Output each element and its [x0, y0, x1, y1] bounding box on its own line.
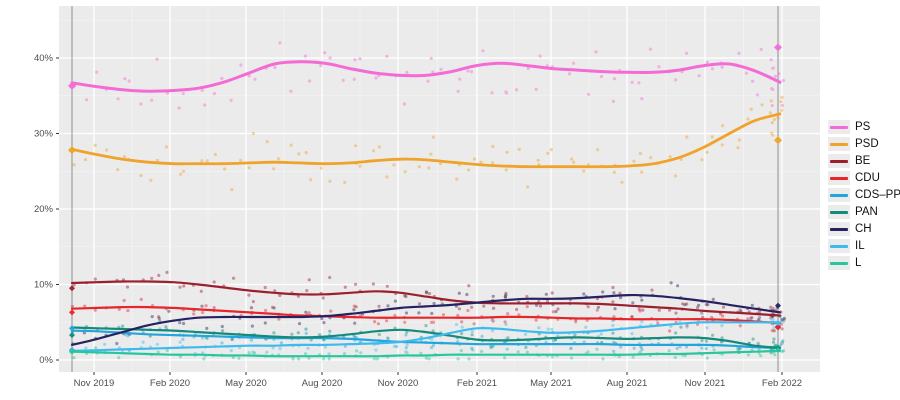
- legend-item-label: PAN: [855, 206, 878, 218]
- legend-item-label: PSD: [855, 138, 879, 150]
- legend-swatch-line: [830, 228, 848, 231]
- legend-swatch-line: [830, 143, 848, 146]
- election-result-marker-CH: [775, 302, 781, 309]
- legend-item-psd: PSD: [828, 137, 900, 151]
- x-axis-label: Aug 2020: [302, 378, 343, 389]
- legend-item-label: PS: [855, 121, 871, 133]
- legend-key: [828, 188, 850, 202]
- legend-key: [828, 171, 850, 185]
- trend-line-IL: [70, 321, 782, 352]
- trend-line-PSD: [70, 112, 782, 169]
- scatter-points-CDS–PP: [71, 327, 786, 353]
- election-result-marker-L: [69, 348, 75, 355]
- legend-item-label: BE: [855, 155, 871, 167]
- legend-item-label: L: [855, 257, 862, 269]
- legend-item-cdspp: CDS–PP: [828, 188, 900, 202]
- election-result-marker-CDU: [69, 309, 75, 316]
- y-axis-label: 30%: [34, 129, 54, 140]
- legend-swatch-line: [830, 211, 848, 214]
- y-axis-label: 10%: [34, 280, 54, 291]
- legend-item-be: BE: [828, 154, 900, 168]
- legend-item-label: CDU: [855, 172, 880, 184]
- legend-item-pan: PAN: [828, 205, 900, 219]
- trend-line-BE: [70, 280, 782, 317]
- trend-line-L: [70, 349, 782, 358]
- election-result-marker-L: [775, 347, 781, 354]
- y-axis-label: 20%: [34, 204, 54, 215]
- election-result-marker-PS: [68, 81, 76, 90]
- x-axis-label: May 2021: [530, 378, 572, 389]
- legend-item-label: CH: [855, 223, 872, 235]
- y-axis-label: 0%: [39, 355, 53, 366]
- election-result-marker-CDS–PP: [69, 325, 75, 332]
- election-result-marker-PS: [774, 43, 782, 52]
- legend-item-il: IL: [828, 239, 900, 253]
- election-result-marker-PSD: [68, 146, 76, 155]
- legend-key: [828, 205, 850, 219]
- legend-item-label: CDS–PP: [855, 189, 900, 201]
- election-result-marker-IL: [775, 320, 781, 327]
- legend-key: [828, 256, 850, 270]
- legend-swatch-line: [830, 126, 848, 129]
- election-result-marker-PSD: [774, 136, 782, 145]
- legend-swatch-line: [830, 160, 848, 163]
- x-axis-label: Feb 2020: [150, 378, 190, 389]
- legend-item-cdu: CDU: [828, 171, 900, 185]
- legend-swatch-line: [830, 262, 848, 265]
- y-axis-label: 40%: [34, 53, 54, 64]
- election-result-marker-CDU: [775, 324, 781, 331]
- legend-item-ps: PS: [828, 120, 900, 134]
- legend-key: [828, 239, 850, 253]
- x-axis-label: Feb 2022: [762, 378, 802, 389]
- legend-item-ch: CH: [828, 222, 900, 236]
- election-result-marker-PAN: [69, 332, 75, 339]
- legend-swatch-line: [830, 177, 848, 180]
- x-axis-label: Feb 2021: [457, 378, 497, 389]
- legend-swatch-line: [830, 194, 848, 197]
- x-axis-label: Nov 2020: [378, 378, 419, 389]
- legend-item-l: L: [828, 256, 900, 270]
- legend-key: [828, 154, 850, 168]
- x-axis-label: May 2020: [225, 378, 267, 389]
- x-axis-label: Nov 2021: [685, 378, 726, 389]
- trend-line-CDU: [70, 305, 782, 325]
- trend-line-PAN: [70, 326, 782, 349]
- election-result-marker-BE: [69, 285, 75, 292]
- legend-key: [828, 222, 850, 236]
- trend-line-PS: [70, 60, 782, 93]
- legend-key: [828, 137, 850, 151]
- legend: PS PSD BE CDU CDS–PP: [828, 120, 900, 270]
- legend-item-label: IL: [855, 240, 865, 252]
- legend-key: [828, 120, 850, 134]
- trend-line-CDS–PP: [70, 329, 782, 349]
- legend-swatch-line: [830, 245, 848, 248]
- scatter-points-PS: [73, 41, 786, 110]
- x-axis-label: Aug 2021: [607, 378, 648, 389]
- trend-line-CH: [70, 293, 782, 346]
- x-axis-label: Nov 2019: [74, 378, 115, 389]
